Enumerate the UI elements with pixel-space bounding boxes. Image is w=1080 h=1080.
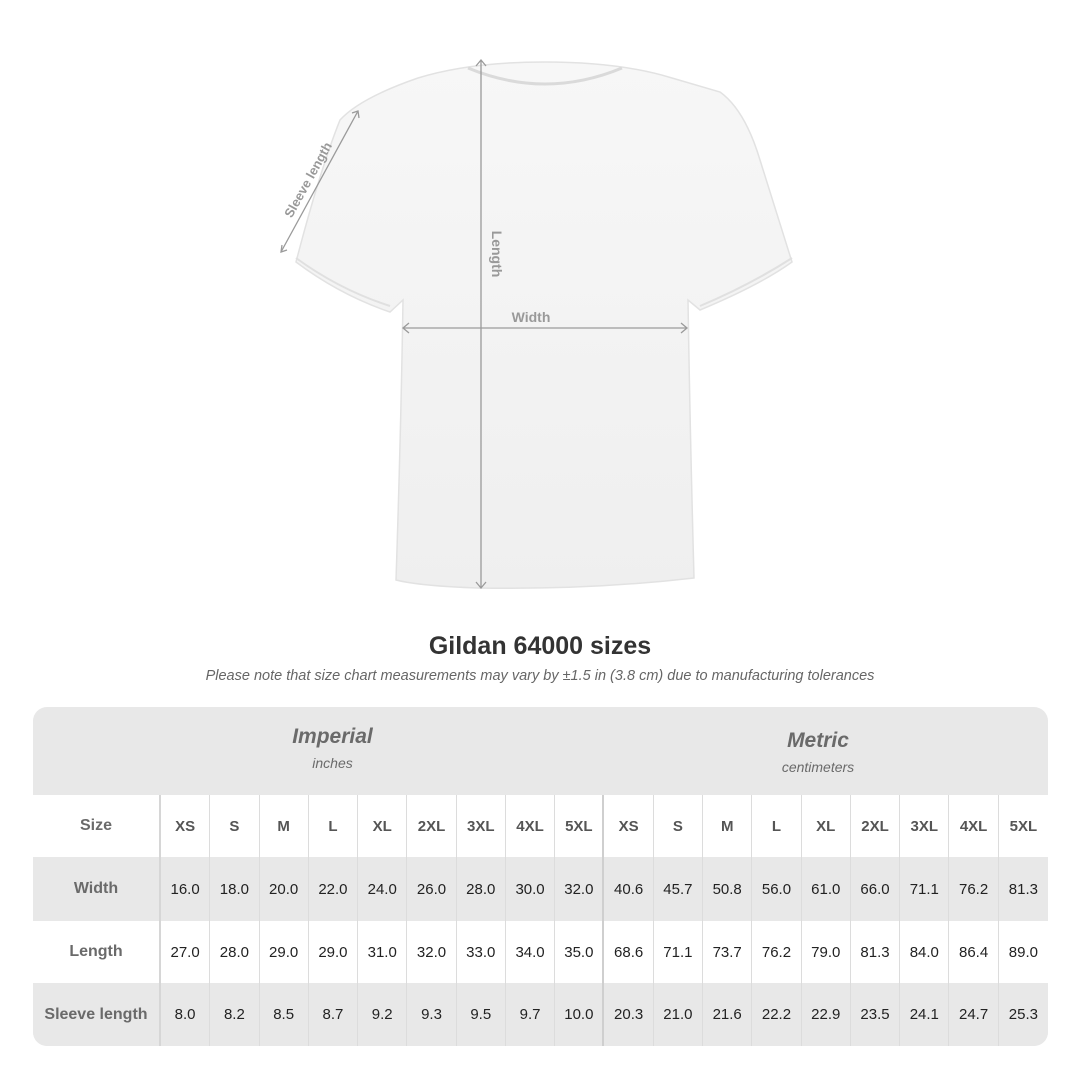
size-header-cell: S (654, 795, 704, 857)
row-label: Length (33, 921, 161, 983)
table-cell: 68.6 (604, 921, 654, 983)
size-header-cell: 4XL (506, 795, 556, 857)
table-cell: 45.7 (654, 857, 704, 921)
table-cell: 9.5 (457, 983, 506, 1046)
table-cell: 9.7 (506, 983, 556, 1046)
table-cell: 61.0 (802, 857, 851, 921)
table-cell: 20.3 (604, 983, 654, 1046)
table-cell: 21.0 (654, 983, 704, 1046)
table-cell: 22.2 (752, 983, 802, 1046)
size-header-cell: XL (358, 795, 408, 857)
table-cell: 29.0 (309, 921, 359, 983)
table-cell: 29.0 (260, 921, 309, 983)
size-header-cell: L (309, 795, 359, 857)
table-cell: 9.2 (358, 983, 408, 1046)
size-header-cell: L (752, 795, 802, 857)
table-cell: 24.7 (949, 983, 999, 1046)
size-header-cell: XL (802, 795, 851, 857)
table-cell: 31.0 (358, 921, 408, 983)
size-header-cell: XS (161, 795, 211, 857)
size-header-cell: 3XL (457, 795, 506, 857)
table-cell: 34.0 (506, 921, 556, 983)
table-cell: 10.0 (555, 983, 605, 1046)
table-cell: 8.2 (210, 983, 260, 1046)
table-cell: 28.0 (210, 921, 260, 983)
table-cell: 81.3 (1008, 880, 1038, 898)
imperial-unit: inches (312, 755, 353, 771)
table-cell: 30.0 (506, 857, 556, 921)
width-label: Width (512, 309, 551, 325)
table-cell: 76.2 (949, 857, 999, 921)
table-cell: 22.0 (309, 857, 359, 921)
table-cell: 24.1 (900, 983, 950, 1046)
metric-title: Metric (787, 729, 849, 752)
table-cell: 8.0 (161, 983, 211, 1046)
table-cell: 89.0 (1008, 943, 1038, 961)
row-label: Sleeve length (33, 983, 161, 1046)
size-header-cell: 2XL (851, 795, 901, 857)
table-cell: 26.0 (407, 857, 457, 921)
size-header-cell: 3XL (900, 795, 950, 857)
metric-header: Metric centimeters (633, 729, 1003, 775)
size-header-cell: M (703, 795, 753, 857)
row-label: Size (33, 795, 161, 857)
size-header-cell: 5XL (555, 795, 605, 857)
row-label: Width (33, 857, 161, 921)
table-cell: 24.0 (358, 857, 408, 921)
size-table: Imperial inches Metric centimeters Size X… (33, 707, 1048, 1046)
table-cell: 50.8 (703, 857, 753, 921)
table-cell: 79.0 (802, 921, 851, 983)
table-cell: 71.1 (654, 921, 704, 983)
imperial-title: Imperial (292, 725, 373, 748)
table-cell: 18.0 (210, 857, 260, 921)
tshirt-shape (295, 61, 793, 590)
size-header-cell: M (260, 795, 309, 857)
table-cell: 84.0 (900, 921, 950, 983)
table-cell: 35.0 (555, 921, 605, 983)
length-label: Length (489, 231, 505, 278)
table-cell: 22.9 (802, 983, 851, 1046)
table-cell: 86.4 (949, 921, 999, 983)
page-title: Gildan 64000 sizes (428, 632, 652, 660)
imperial-header: Imperial inches (161, 725, 504, 771)
size-header-cell: 2XL (407, 795, 457, 857)
table-cell: 27.0 (161, 921, 211, 983)
table-cell: 76.2 (752, 921, 802, 983)
table-cell: 28.0 (457, 857, 506, 921)
size-header-cell: S (210, 795, 260, 857)
metric-unit: centimeters (781, 759, 855, 775)
table-cell: 32.0 (555, 857, 605, 921)
size-header-cell: XS (604, 795, 654, 857)
table-row: Sleeve length 8.0 8.2 8.5 8.7 9.2 9.3 9.5 9.7 10.… (33, 983, 1048, 1046)
table-cell: 20.0 (260, 857, 309, 921)
measure-arrows (280, 58, 689, 590)
table-cell: 71.1 (900, 857, 950, 921)
table-cell: 33.0 (457, 921, 506, 983)
table-cell: 21.6 (703, 983, 753, 1046)
tolerance-note: Please note that size chart measurements… (205, 668, 875, 684)
table-cell: 8.7 (309, 983, 359, 1046)
table-cell: 40.6 (604, 857, 654, 921)
table-cell: 56.0 (752, 857, 802, 921)
table-row: Width 16.0 18.0 20.0 22.0 24.0 26.0 28.0 30.0 32.… (33, 857, 1048, 921)
table-cell: 32.0 (407, 921, 457, 983)
table-header: Imperial inches Metric centimeters (33, 707, 1048, 795)
table-cell: 25.3 (1008, 1006, 1038, 1023)
table-row: Length 27.0 28.0 29.0 29.0 31.0 32.0 33.0 34.0 35… (33, 921, 1048, 983)
table-cell: 23.5 (851, 983, 901, 1046)
table-cell: 16.0 (161, 857, 211, 921)
table-cell: 73.7 (703, 921, 753, 983)
table-cell: 8.5 (260, 983, 309, 1046)
size-header-cell: 5XL (1009, 817, 1038, 835)
tshirt-diagram: Sleeve length Length Width (280, 58, 793, 590)
table-cell: 9.3 (407, 983, 457, 1046)
table-cell: 66.0 (851, 857, 901, 921)
table-cell: 81.3 (851, 921, 901, 983)
size-row: Size XS S M L XL 2XL 3XL 4XL 5XL XS S M L XL 2XL 3XL 4XL 5… (33, 795, 1048, 857)
size-header-cell: 4XL (949, 795, 999, 857)
